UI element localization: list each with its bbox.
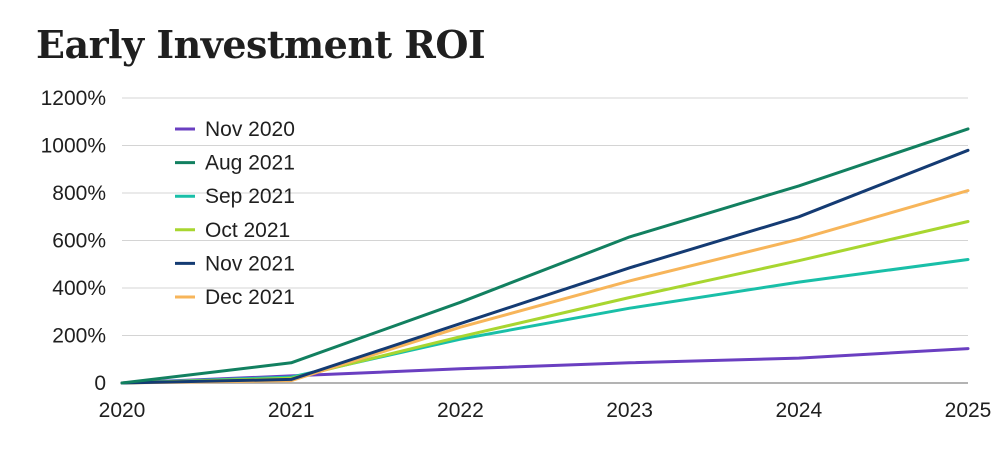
- legend-label: Dec 2021: [205, 286, 295, 309]
- legend-label: Oct 2021: [205, 219, 290, 242]
- x-tick-label: 2023: [606, 399, 653, 422]
- legend-item-aug-2021: Aug 2021: [175, 152, 295, 175]
- x-tick-label: 2024: [775, 399, 822, 422]
- y-tick-label: 400%: [52, 277, 106, 300]
- legend-label: Nov 2021: [205, 252, 295, 275]
- x-tick-label: 2022: [437, 399, 484, 422]
- series-line-nov-2021: [120, 148, 970, 385]
- legend-item-dec-2021: Dec 2021: [175, 286, 295, 309]
- series-line-aug-2021: [120, 127, 970, 385]
- series-lines: [120, 127, 970, 385]
- y-tick-label: 600%: [52, 230, 106, 253]
- legend-item-nov-2020: Nov 2020: [175, 118, 295, 141]
- x-tick-label: 2021: [268, 399, 315, 422]
- y-tick-label: 1000%: [41, 135, 106, 158]
- gridlines: [122, 97, 968, 384]
- x-tick-label: 2020: [99, 399, 146, 422]
- x-tick-label: 2025: [945, 399, 992, 422]
- legend-label: Nov 2020: [205, 118, 295, 141]
- y-axis-ticks: 0 200% 400% 600% 800% 1000% 1200%: [41, 87, 106, 395]
- legend-item-oct-2021: Oct 2021: [175, 219, 290, 242]
- y-tick-label: 1200%: [41, 87, 106, 110]
- chart-title: Early Investment ROI: [36, 22, 486, 67]
- legend-label: Aug 2021: [205, 152, 295, 175]
- legend-label: Sep 2021: [205, 185, 295, 208]
- legend-item-nov-2021: Nov 2021: [175, 252, 295, 275]
- legend: Nov 2020 Aug 2021 Sep 2021 Oct 2021 Nov 2021…: [175, 118, 295, 309]
- x-axis-ticks: 2020 2021 2022 2023 2024 2025: [99, 399, 992, 422]
- legend-item-sep-2021: Sep 2021: [175, 185, 295, 208]
- y-tick-label: 0: [94, 372, 106, 395]
- y-tick-label: 200%: [52, 325, 106, 348]
- y-tick-label: 800%: [52, 182, 106, 205]
